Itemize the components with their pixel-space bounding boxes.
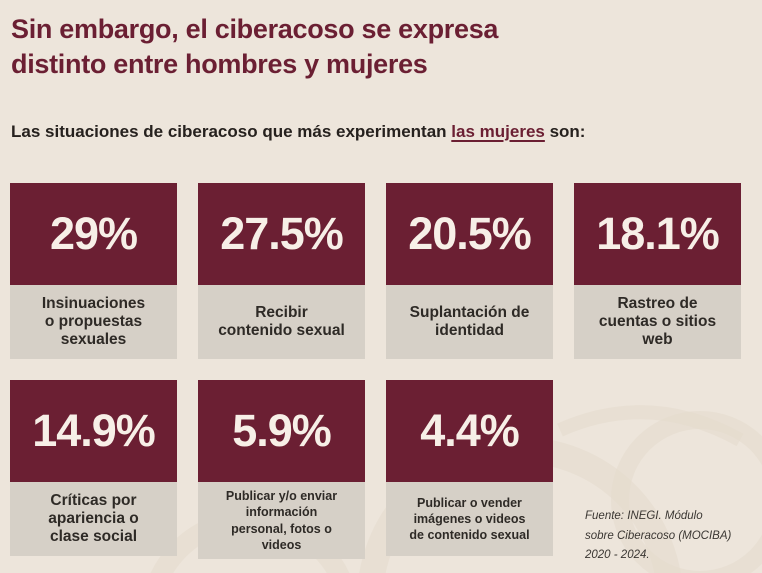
stat-label-box: Rastreo de cuentas o sitios web — [574, 285, 741, 359]
stat-card-publicar-imagenes: 4.4% Publicar o vender imágenes o videos… — [386, 380, 553, 556]
page-title: Sin embargo, el ciberacoso se expresa di… — [11, 12, 711, 82]
stat-label: Suplantación de identidad — [409, 303, 530, 339]
source-citation: Fuente: INEGI. Módulo sobre Ciberacoso (… — [585, 510, 732, 562]
stat-value: 14.9% — [32, 405, 156, 456]
stat-value: 29% — [49, 208, 138, 259]
stat-card-rastreo: 18.1% Rastreo de cuentas o sitios web — [574, 183, 741, 359]
page-title-line1: Sin embargo, el ciberacoso se expresa — [11, 14, 499, 44]
stat-label: Insinuaciones o propuestas sexuales — [41, 294, 146, 349]
stat-value-box: 5.9% — [198, 380, 365, 482]
stat-label: Críticas por apariencia o clase social — [48, 491, 139, 546]
stat-label-box: Publicar o vender imágenes o videos de c… — [386, 482, 553, 556]
stat-label: Recibir contenido sexual — [218, 303, 345, 339]
stat-card-suplantacion: 20.5% Suplantación de identidad — [386, 183, 553, 359]
stat-card-insinuaciones: 29% Insinuaciones o propuestas sexuales — [10, 183, 177, 359]
stat-label: Publicar o vender imágenes o videos de c… — [409, 495, 530, 543]
stat-label: Publicar y/o enviar información personal… — [225, 489, 338, 552]
stat-value: 5.9% — [232, 405, 332, 456]
stat-value-box: 29% — [10, 183, 177, 285]
stat-value: 18.1% — [596, 208, 720, 259]
stat-value-box: 27.5% — [198, 183, 365, 285]
stat-label-box: Publicar y/o enviar información personal… — [198, 482, 365, 559]
stat-value: 20.5% — [408, 208, 532, 259]
stat-value-box: 14.9% — [10, 380, 177, 482]
subtitle-highlight-las-mujeres: las mujeres — [451, 122, 545, 141]
stat-card-criticas: 14.9% Críticas por apariencia o clase so… — [10, 380, 177, 556]
page-title-line2: distinto entre hombres y mujeres — [11, 49, 428, 79]
subtitle-suffix: son: — [544, 122, 586, 141]
stat-value-box: 18.1% — [574, 183, 741, 285]
subtitle: Las situaciones de ciberacoso que más ex… — [11, 122, 751, 142]
stat-label-box: Suplantación de identidad — [386, 285, 553, 359]
stat-label-box: Insinuaciones o propuestas sexuales — [10, 285, 177, 359]
subtitle-prefix: Las situaciones de ciberacoso que más ex… — [11, 122, 452, 141]
stat-label-box: Críticas por apariencia o clase social — [10, 482, 177, 556]
stat-label-box: Recibir contenido sexual — [198, 285, 365, 359]
stat-value-box: 4.4% — [386, 380, 553, 482]
stat-label: Rastreo de cuentas o sitios web — [598, 294, 717, 349]
stat-value: 4.4% — [420, 405, 520, 456]
stat-card-contenido-sexual: 27.5% Recibir contenido sexual — [198, 183, 365, 359]
stat-value-box: 20.5% — [386, 183, 553, 285]
stat-card-publicar-informacion: 5.9% Publicar y/o enviar información per… — [198, 380, 365, 559]
stat-value: 27.5% — [220, 208, 344, 259]
